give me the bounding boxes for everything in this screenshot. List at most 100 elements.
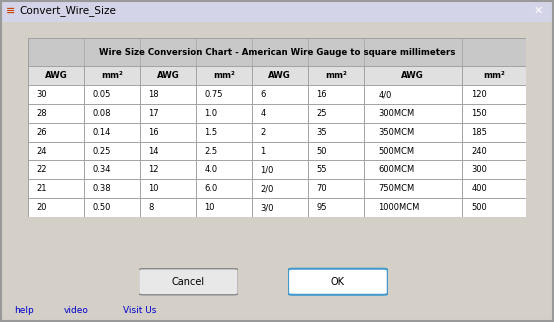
Text: 120: 120 — [471, 90, 487, 99]
Text: 1.5: 1.5 — [204, 128, 217, 137]
Bar — [196, 104, 252, 123]
Bar — [84, 142, 140, 160]
Bar — [364, 104, 461, 123]
Text: 0.50: 0.50 — [93, 203, 111, 212]
Text: 4.0: 4.0 — [204, 166, 217, 175]
Text: AWG: AWG — [401, 71, 424, 80]
Bar — [252, 123, 308, 142]
Bar — [252, 104, 308, 123]
Text: AWG: AWG — [157, 71, 179, 80]
Bar — [252, 66, 308, 85]
Text: 0.34: 0.34 — [93, 166, 111, 175]
Text: 4: 4 — [260, 109, 265, 118]
Bar — [461, 179, 526, 198]
Text: 1/0: 1/0 — [260, 166, 274, 175]
Bar — [461, 198, 526, 217]
Text: 0.05: 0.05 — [93, 90, 111, 99]
Text: 8: 8 — [148, 203, 153, 212]
Text: 6: 6 — [260, 90, 265, 99]
Text: 400: 400 — [471, 184, 487, 193]
Text: 150: 150 — [471, 109, 487, 118]
Bar — [196, 160, 252, 179]
Text: 20: 20 — [37, 203, 47, 212]
Bar — [84, 104, 140, 123]
Text: 28: 28 — [37, 109, 47, 118]
Bar — [28, 160, 84, 179]
Text: 12: 12 — [148, 166, 159, 175]
Text: 55: 55 — [316, 166, 327, 175]
Text: 0.25: 0.25 — [93, 147, 111, 156]
Bar — [84, 179, 140, 198]
Text: 0.14: 0.14 — [93, 128, 111, 137]
Bar — [308, 85, 364, 104]
Bar — [461, 123, 526, 142]
Bar — [308, 104, 364, 123]
Text: 2/0: 2/0 — [260, 184, 274, 193]
Text: 25: 25 — [316, 109, 327, 118]
Bar — [28, 38, 526, 66]
Bar — [84, 85, 140, 104]
Bar — [461, 85, 526, 104]
Bar — [252, 160, 308, 179]
Text: Convert_Wire_Size: Convert_Wire_Size — [19, 5, 116, 16]
Text: 50: 50 — [316, 147, 327, 156]
Text: 10: 10 — [204, 203, 215, 212]
Text: Cancel: Cancel — [172, 277, 205, 287]
Text: 10: 10 — [148, 184, 159, 193]
Text: 14: 14 — [148, 147, 159, 156]
Bar — [364, 123, 461, 142]
Text: mm²: mm² — [101, 71, 123, 80]
Text: 70: 70 — [316, 184, 327, 193]
Text: 300: 300 — [471, 166, 487, 175]
Text: OK: OK — [331, 277, 345, 287]
Bar — [28, 104, 84, 123]
Text: 500: 500 — [471, 203, 487, 212]
Bar — [252, 142, 308, 160]
Text: 350MCM: 350MCM — [378, 128, 414, 137]
Bar — [196, 179, 252, 198]
Bar — [364, 66, 461, 85]
Text: 17: 17 — [148, 109, 159, 118]
Text: help: help — [14, 306, 34, 315]
Bar — [252, 179, 308, 198]
FancyBboxPatch shape — [138, 269, 238, 295]
Text: mm²: mm² — [483, 71, 505, 80]
Text: 21: 21 — [37, 184, 47, 193]
Text: 4/0: 4/0 — [378, 90, 392, 99]
Bar — [140, 142, 196, 160]
Text: 18: 18 — [148, 90, 159, 99]
Text: 0.08: 0.08 — [93, 109, 111, 118]
Bar — [28, 123, 84, 142]
Text: 95: 95 — [316, 203, 327, 212]
Text: 26: 26 — [37, 128, 47, 137]
Text: 0.38: 0.38 — [93, 184, 111, 193]
Bar — [28, 66, 84, 85]
Text: Wire Size Conversion Chart - American Wire Gauge to square millimeters: Wire Size Conversion Chart - American Wi… — [99, 48, 455, 57]
Bar — [461, 142, 526, 160]
Text: 24: 24 — [37, 147, 47, 156]
Bar — [461, 104, 526, 123]
Text: 185: 185 — [471, 128, 487, 137]
Bar — [84, 66, 140, 85]
Text: 35: 35 — [316, 128, 327, 137]
Bar — [364, 85, 461, 104]
Text: mm²: mm² — [213, 71, 235, 80]
Text: 600MCM: 600MCM — [378, 166, 414, 175]
Bar — [28, 198, 84, 217]
Text: 0.75: 0.75 — [204, 90, 223, 99]
Bar — [308, 123, 364, 142]
Bar — [461, 66, 526, 85]
Bar — [140, 160, 196, 179]
Bar — [84, 123, 140, 142]
Text: 1000MCM: 1000MCM — [378, 203, 420, 212]
Bar — [252, 85, 308, 104]
Bar — [308, 142, 364, 160]
Text: 2: 2 — [260, 128, 265, 137]
Text: 6.0: 6.0 — [204, 184, 218, 193]
Text: 22: 22 — [37, 166, 47, 175]
Bar — [196, 66, 252, 85]
Text: 2.5: 2.5 — [204, 147, 217, 156]
Text: AWG: AWG — [269, 71, 291, 80]
Text: 1.0: 1.0 — [204, 109, 217, 118]
Bar — [84, 160, 140, 179]
